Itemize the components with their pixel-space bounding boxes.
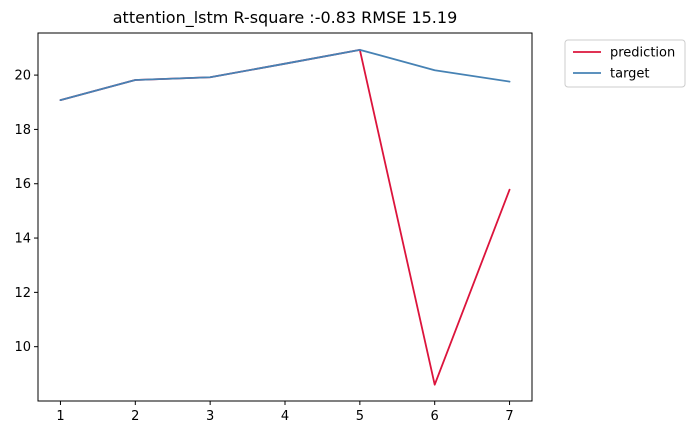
legend-label-prediction: prediction: [610, 46, 675, 61]
x-tick-label: 3: [206, 409, 214, 424]
x-axis: 1 2 3 4 5 6 7: [56, 401, 514, 424]
legend-label-target: target: [610, 67, 650, 82]
axes-frame: [37, 32, 533, 402]
plot-area: [59, 48, 511, 386]
x-tick-label: 5: [356, 409, 364, 424]
chart-title: attention_lstm R-square :-0.83 RMSE 15.1…: [113, 8, 458, 28]
y-tick-label: 16: [14, 177, 31, 192]
x-tick-label: 7: [505, 409, 513, 424]
y-tick-label: 10: [14, 340, 31, 355]
y-tick-label: 12: [14, 286, 31, 301]
y-tick-label: 18: [14, 123, 31, 138]
y-axis: 10 12 14 16 18 20: [14, 69, 38, 355]
series-line-target: [59, 48, 511, 101]
y-tick-label: 14: [14, 232, 31, 247]
x-tick-label: 1: [56, 409, 64, 424]
series-line-prediction: [59, 48, 511, 386]
y-tick-label: 20: [14, 69, 31, 84]
legend: prediction target: [564, 39, 686, 88]
x-tick-label: 6: [431, 409, 439, 424]
x-tick-label: 2: [131, 409, 139, 424]
x-tick-label: 4: [281, 409, 289, 424]
